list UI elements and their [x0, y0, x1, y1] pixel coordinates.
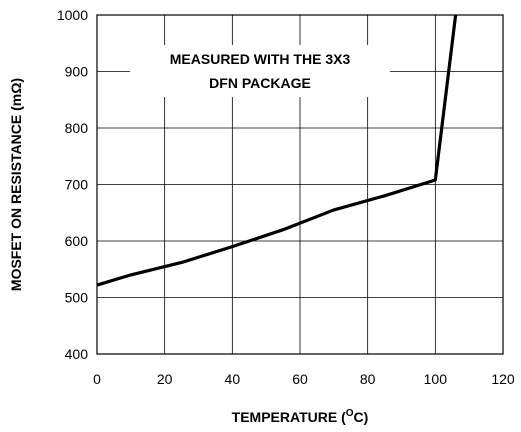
y-tick-label: 700: [65, 177, 89, 193]
series-line: [97, 15, 458, 287]
x-axis-title-unit: C): [354, 409, 369, 425]
y-tick-label: 400: [65, 346, 89, 362]
x-axis-title-main: TEMPERATURE (: [232, 409, 346, 425]
annotation: MEASURED WITH THE 3X3 DFN PACKAGE: [130, 45, 390, 97]
x-tick-label: 40: [225, 371, 241, 387]
y-tick-label: 900: [65, 64, 89, 80]
y-axis-title: MOSFET ON RESISTANCE (mΩ): [8, 78, 24, 291]
annotation-background: [130, 45, 390, 97]
y-tick-label: 600: [65, 233, 89, 249]
x-axis-title: TEMPERATURE (OC): [232, 408, 369, 425]
y-tick-label: 500: [65, 290, 89, 306]
y-tick-label: 1000: [57, 7, 88, 23]
x-tick-label: 20: [157, 371, 173, 387]
plot-frame: [96, 14, 504, 355]
y-tick-label: 800: [65, 120, 89, 136]
x-tick-label: 80: [360, 371, 376, 387]
x-tick-label: 100: [424, 371, 448, 387]
x-tick-labels: 0 20 40 60 80 100 120: [93, 371, 515, 387]
annotation-line-1: MEASURED WITH THE 3X3: [170, 51, 351, 67]
x-tick-label: 120: [491, 371, 515, 387]
x-axis-title-superscript: O: [346, 408, 354, 419]
x-tick-label: 0: [93, 371, 101, 387]
y-tick-labels: 400 500 600 700 800 900 1000: [57, 7, 88, 362]
x-tick-label: 60: [292, 371, 308, 387]
series-layer: [97, 15, 458, 287]
annotation-line-2: DFN PACKAGE: [209, 75, 311, 91]
